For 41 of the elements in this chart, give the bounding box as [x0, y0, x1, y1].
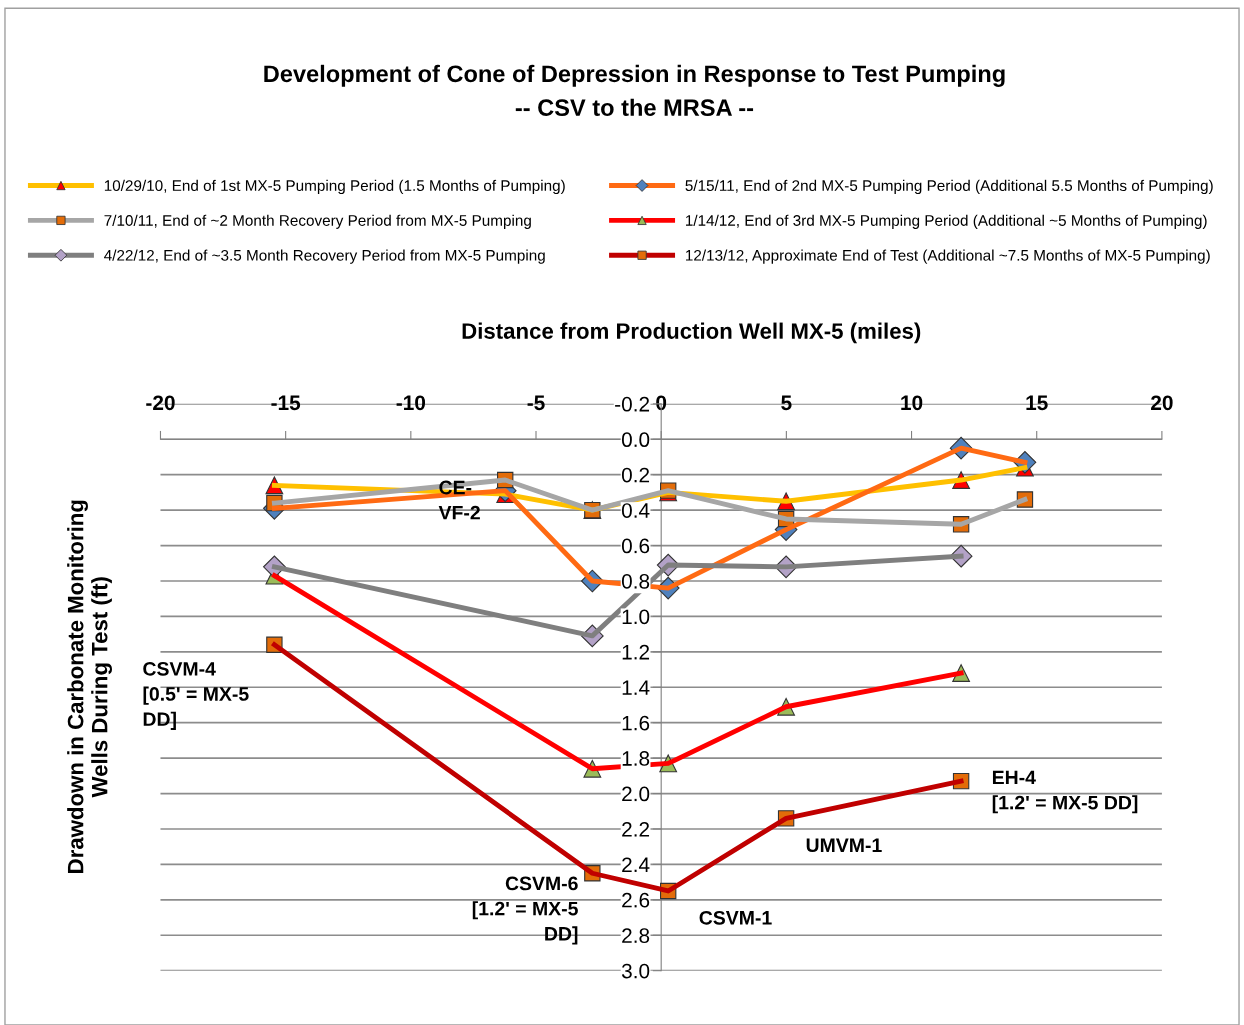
legend-label: 12/13/12, Approximate End of Test (Additional ~7.5 Months of MX-5 Pumping)	[686, 249, 1210, 264]
annotation: UMVM-1	[806, 838, 882, 853]
y-tick-label: 2.4	[622, 857, 650, 872]
legend-label: 4/22/12, End of ~3.5 Month Recovery Period from MX-5 Pumping	[104, 249, 545, 264]
x-tick-label: 0	[656, 395, 667, 411]
x-tick-label: 5	[781, 395, 792, 411]
y-tick-label: 2.0	[622, 786, 650, 802]
y-tick-label: -0.2	[615, 396, 650, 412]
y-tick-label: 1.8	[622, 751, 650, 766]
annotation: CSVM-6 [1.2' = MX-5 DD]	[472, 876, 578, 945]
annotation: EH-4 [1.2' = MX-5 DD]	[992, 770, 1138, 814]
y-tick-label: 0.6	[621, 538, 650, 554]
x-tick-label: 10	[901, 395, 923, 411]
x-tick-label: 20	[1151, 395, 1173, 411]
y-tick-label: 1.0	[622, 609, 650, 625]
y-axis-title: Drawdown in Carbonate Monitoring Wells During Test (ft)	[67, 500, 112, 873]
y-tick-label: 0.8	[621, 573, 650, 589]
y-tick-label: 3.0	[621, 963, 650, 979]
x-axis-title: Distance from Production Well MX-5 (miles)	[462, 322, 921, 344]
y-tick-label: 0.2	[621, 467, 650, 483]
y-tick-label: 1.6	[622, 715, 650, 731]
legend-label: 5/15/11, End of 2nd MX-5 Pumping Period (Additional 5.5 Months of Pumping)	[685, 179, 1213, 195]
legend-label: 1/14/12, End of 3rd MX-5 Pumping Period (Additional ~5 Months of Pumping)	[686, 214, 1207, 229]
chart-title: Development of Cone of Depression in Response to Test Pumping	[264, 64, 1005, 87]
x-tick-label: -15	[271, 395, 301, 411]
x-tick-label: -5	[527, 395, 545, 411]
y-tick-label: 1.4	[622, 680, 650, 695]
y-tick-label: 1.2	[622, 644, 650, 660]
y-tick-label: 0.4	[621, 503, 650, 518]
annotation: CSVM-1	[699, 910, 772, 925]
y-tick-label: 2.8	[622, 928, 650, 943]
legend-label: 10/29/10, End of 1st MX-5 Pumping Period (1.5 Months of Pumping)	[104, 179, 565, 195]
x-tick-label: 15	[1026, 395, 1048, 411]
legend-label: 7/10/11, End of ~2 Month Recovery Period from MX-5 Pumping	[104, 214, 531, 229]
y-tick-label: 2.6	[622, 892, 650, 908]
x-tick-label: -10	[396, 395, 426, 411]
chart-subtitle: -- CSV to the MRSA --	[515, 98, 754, 117]
annotation: CSVM-4 [0.5' = MX-5 DD]	[143, 661, 249, 730]
y-tick-label: 2.2	[622, 821, 650, 837]
x-tick-label: -20	[146, 395, 175, 411]
y-tick-label: 0.0	[621, 432, 650, 448]
